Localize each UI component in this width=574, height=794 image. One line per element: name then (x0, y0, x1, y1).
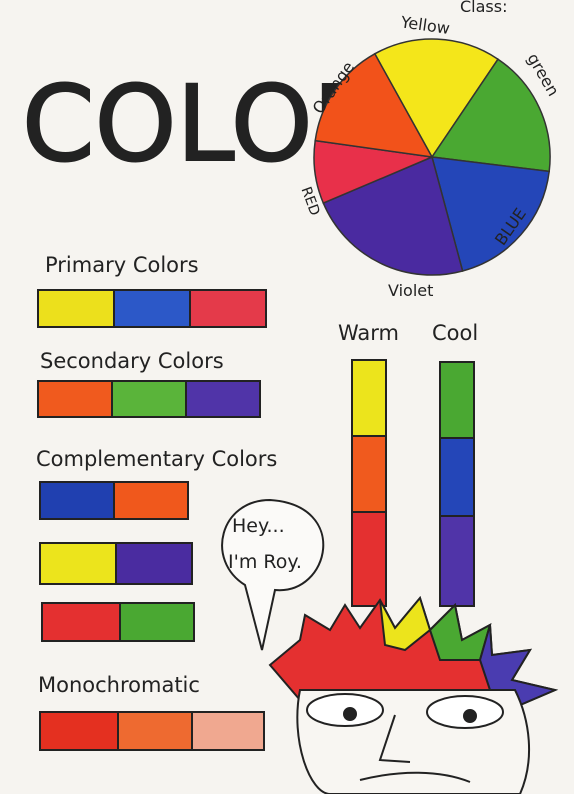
wheel-green (430, 58, 551, 173)
swatch (439, 515, 475, 607)
swatch (111, 380, 187, 418)
speech-bubble (221, 498, 325, 651)
swatch (439, 437, 475, 517)
speech-text: Hey... (232, 515, 285, 537)
wheel-violet (322, 155, 464, 276)
class-label: Class: (460, 0, 507, 16)
pupil (343, 707, 357, 721)
swatch (191, 711, 265, 751)
mouth (359, 771, 471, 783)
swatch (439, 361, 475, 439)
wheel-yellow (373, 38, 500, 159)
swatch (189, 289, 267, 328)
swatch (351, 359, 387, 437)
warm-label: Warm (338, 321, 399, 345)
swatch (185, 380, 261, 418)
pupil (463, 709, 477, 723)
swatch (351, 511, 387, 607)
speech-text: I'm Roy. (228, 551, 302, 573)
swatch (115, 542, 193, 585)
color-wheel (313, 38, 551, 276)
wheel-blue (430, 156, 551, 272)
swatch (37, 289, 115, 328)
swatch (41, 602, 121, 642)
wheel-label: Violet (388, 281, 433, 300)
cool-label: Cool (432, 321, 478, 345)
swatch (119, 602, 195, 642)
nose (378, 714, 411, 763)
swatch (351, 435, 387, 513)
swatch (37, 380, 113, 418)
section-label: Monochromatic (38, 673, 200, 697)
section-label: Secondary Colors (40, 349, 224, 373)
swatch (39, 481, 115, 520)
swatch (39, 542, 117, 585)
swatch (113, 481, 189, 520)
swatch (113, 289, 191, 328)
section-label: Complementary Colors (36, 447, 277, 471)
swatch (117, 711, 193, 751)
swatch (39, 711, 119, 751)
character (268, 595, 559, 794)
wheel-orange (314, 52, 434, 158)
section-label: Primary Colors (45, 253, 199, 277)
